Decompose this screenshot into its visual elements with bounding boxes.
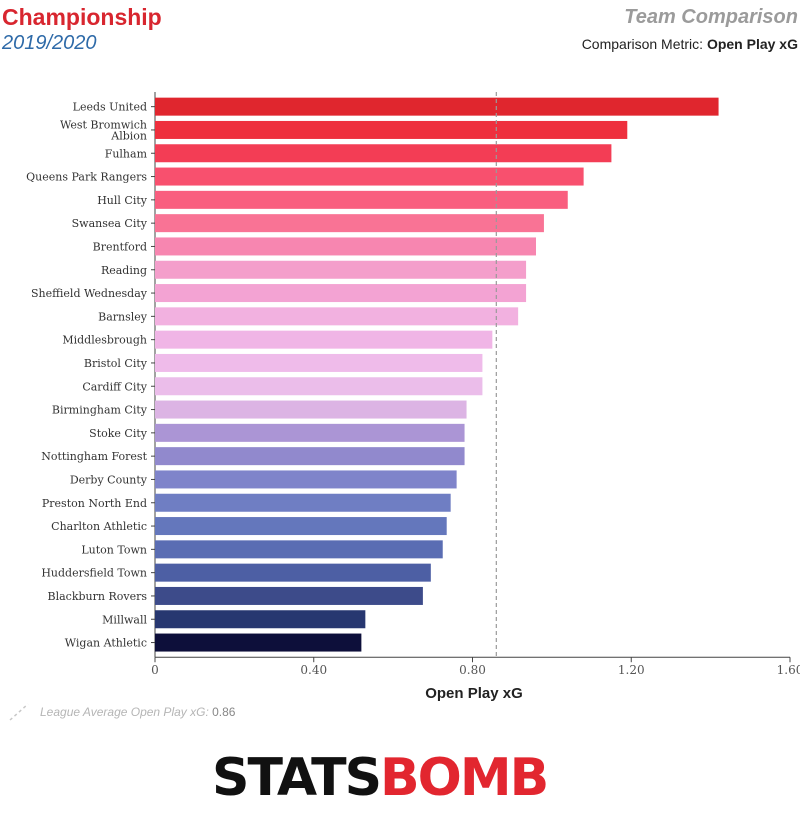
y-tick-label: Luton Town	[81, 543, 147, 556]
y-tick-label: Huddersfield Town	[41, 567, 147, 580]
bar	[155, 97, 719, 116]
y-tick-label: Nottingham Forest	[41, 450, 147, 463]
bar	[155, 260, 527, 279]
y-tick-label: Wigan Athletic	[65, 637, 147, 650]
bar	[155, 237, 536, 256]
bar	[155, 517, 447, 536]
x-tick-label: 0.40	[300, 663, 327, 677]
y-tick-label: Reading	[101, 264, 147, 277]
y-tick-label: Swansea City	[72, 217, 148, 230]
bar	[155, 307, 519, 326]
x-tick-label: 0.80	[459, 663, 486, 677]
league-average-value: 0.86	[212, 705, 236, 719]
bar	[155, 190, 568, 209]
x-axis-label: Open Play xG	[425, 685, 523, 702]
y-tick-label: Barnsley	[98, 310, 148, 323]
metric-line: Comparison Metric: Open Play xG	[582, 36, 798, 52]
logo-text-bomb: BOMB	[380, 748, 549, 808]
bar	[155, 167, 584, 186]
bar	[155, 423, 465, 442]
x-tick-label: 1.60	[777, 663, 800, 677]
comparison-title: Team Comparison	[624, 6, 798, 28]
y-tick-label: Stoke City	[89, 427, 148, 440]
bar	[155, 540, 443, 559]
y-tick-label: Leeds United	[73, 101, 147, 114]
y-tick-label: Sheffield Wednesday	[31, 287, 148, 300]
bar	[155, 470, 457, 489]
y-tick-label: Blackburn Rovers	[48, 590, 148, 603]
league-average-label: League Average Open Play xG:	[40, 705, 209, 719]
y-tick-label: Birmingham City	[52, 404, 148, 417]
bar	[155, 120, 628, 139]
bar	[155, 330, 493, 349]
y-tick-label: Millwall	[102, 613, 147, 626]
y-tick-label: Cardiff City	[82, 380, 147, 393]
bar	[155, 586, 423, 605]
bar	[155, 144, 612, 163]
statsbomb-logo: STATSBOMB	[212, 748, 549, 808]
league-title: Championship	[2, 4, 162, 30]
y-tick-label: Brentford	[93, 240, 147, 253]
bar	[155, 214, 544, 233]
metric-label: Comparison Metric:	[581, 36, 704, 52]
y-tick-label: West Bromwich Albion	[60, 118, 147, 142]
dashed-line-icon	[9, 703, 29, 721]
bar	[155, 447, 465, 466]
season-label: 2019/2020	[2, 32, 97, 54]
y-tick-label: Bristol City	[84, 357, 148, 370]
bar	[155, 610, 366, 629]
bar-chart: Leeds United West Bromwich Albion Fulham Que…	[26, 92, 800, 677]
bar	[155, 563, 431, 582]
bar	[155, 377, 483, 396]
x-tick-label: 1.20	[618, 663, 645, 677]
bar	[155, 493, 451, 512]
y-tick-label: Fulham	[105, 147, 148, 160]
bar	[155, 633, 362, 652]
y-tick-label: Derby County	[70, 473, 148, 486]
bar	[155, 400, 467, 419]
x-tick-label: 0	[151, 663, 159, 677]
metric-value: Open Play xG	[706, 36, 798, 52]
y-tick-label: Queens Park Rangers	[26, 171, 147, 184]
logo-text-stats: STATS	[212, 748, 382, 808]
y-tick-label: Hull City	[97, 194, 148, 207]
bar	[155, 284, 527, 303]
bar	[155, 353, 483, 372]
y-tick-label: Charlton Athletic	[51, 520, 147, 533]
y-tick-label: Preston North End	[42, 497, 147, 510]
y-tick-label: Middlesbrough	[62, 334, 147, 347]
